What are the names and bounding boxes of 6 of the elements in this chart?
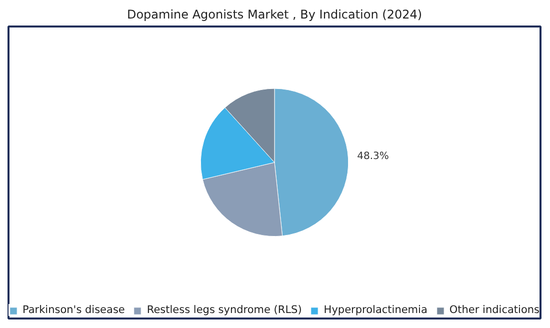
chart-title: Dopamine Agonists Market , By Indication (2024)	[126, 8, 422, 22]
legend-label: Restless legs syndrome (RLS)	[146, 304, 302, 316]
data-label: 48.3%	[357, 150, 389, 162]
legend-label: Parkinson's disease	[22, 304, 125, 316]
legend-label: Hyperprolactinemia	[324, 304, 428, 316]
legend-label: Other indications	[449, 304, 540, 316]
